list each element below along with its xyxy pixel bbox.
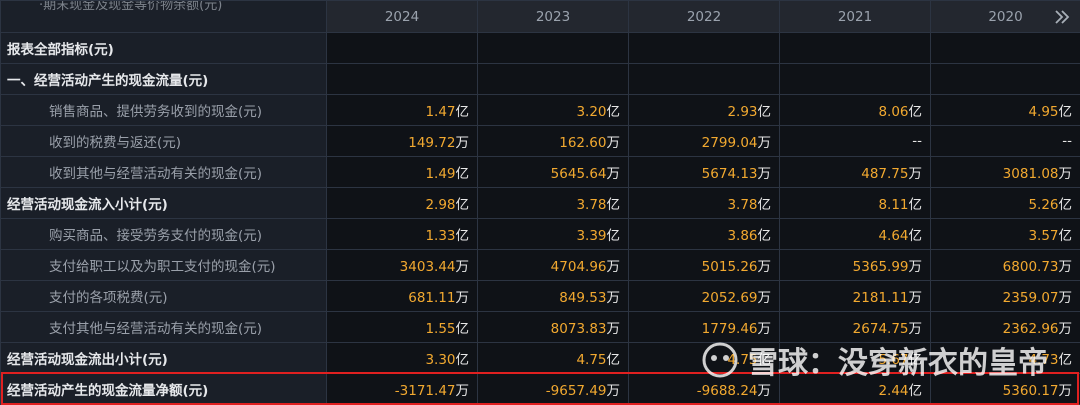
value-cell: 1.55亿 (326, 311, 478, 343)
table-row: 收到其他与经营活动有关的现金(元) 1.49亿 5645.64万 5674.13万 48… (0, 156, 1080, 188)
empty-cell (477, 32, 629, 64)
watermark: 雪球：没穿新衣的皇帝 (700, 338, 1048, 382)
value-cell: 2.93亿 (628, 94, 780, 126)
overflow-label: ·期末现金及现金等价物余额(元) (39, 0, 223, 14)
year-header: 2021 (779, 0, 931, 33)
value-cell: 1.47亿 (326, 94, 478, 126)
value-cell: 3.78亿 (628, 187, 780, 219)
value-cell: 4704.96万 (477, 249, 629, 281)
year-header: 2020 (930, 0, 1080, 33)
empty-cell (779, 63, 931, 95)
empty-cell (930, 32, 1080, 64)
table-row: 一、经营活动产生的现金流量(元) (0, 63, 1080, 95)
row-label: 收到其他与经营活动有关的现金(元) (0, 156, 327, 188)
table-row: 报表全部指标(元) (0, 32, 1080, 64)
row-label: 支付给职工以及为职工支付的现金(元) (0, 249, 327, 281)
table-row: 销售商品、提供劳务收到的现金(元) 1.47亿 3.20亿 2.93亿 8.06亿 4.9… (0, 94, 1080, 126)
empty-cell (628, 63, 780, 95)
value-cell: 2052.69万 (628, 280, 780, 312)
row-label: 购买商品、接受劳务支付的现金(元) (0, 218, 327, 250)
value-cell: 3081.08万 (930, 156, 1080, 188)
empty-cell (477, 63, 629, 95)
header-label-cell: ·期末现金及现金等价物余额(元) (0, 0, 327, 33)
value-cell: 8073.83万 (477, 311, 629, 343)
empty-cell (628, 32, 780, 64)
value-cell: 681.11万 (326, 280, 478, 312)
value-cell: 4.75亿 (477, 342, 629, 374)
value-cell: 149.72万 (326, 125, 478, 157)
value-cell: 2.98亿 (326, 187, 478, 219)
empty-cell (326, 32, 478, 64)
value-cell: 2799.04万 (628, 125, 780, 157)
value-cell: 4.95亿 (930, 94, 1080, 126)
value-cell: 5360.17万 (930, 373, 1080, 405)
header-row: ·期末现金及现金等价物余额(元) 2024 2023 2022 2021 2020 (0, 0, 1080, 33)
watermark-icon (702, 342, 738, 378)
value-cell: 3.57亿 (930, 218, 1080, 250)
value-cell: 487.75万 (779, 156, 931, 188)
value-cell: 3.86亿 (628, 218, 780, 250)
value-cell: 3.30亿 (326, 342, 478, 374)
value-cell: 5.67亿 (779, 342, 931, 374)
value-cell: 1.33亿 (326, 218, 478, 250)
row-label: 报表全部指标(元) (0, 32, 327, 64)
value-cell: 2181.11万 (779, 280, 931, 312)
table-row: 收到的税费与返还(元) 149.72万 162.60万 2799.04万 -- -- (0, 125, 1080, 157)
value-cell: 2359.07万 (930, 280, 1080, 312)
value-cell: 5015.26万 (628, 249, 780, 281)
value-cell: 2674.75万 (779, 311, 931, 343)
row-label: 支付其他与经营活动有关的现金(元) (0, 311, 327, 343)
value-cell: 5645.64万 (477, 156, 629, 188)
value-cell: 8.11亿 (779, 187, 931, 219)
value-cell: -9688.24万 (628, 373, 780, 405)
value-cell: 3.20亿 (477, 94, 629, 126)
value-cell: 8.06亿 (779, 94, 931, 126)
next-arrow[interactable] (1054, 9, 1070, 25)
year-header: 2022 (628, 0, 780, 33)
table-row: 支付其他与经营活动有关的现金(元) 1.55亿 8073.83万 1779.46万 26… (0, 311, 1080, 343)
table-row: 支付的各项税费(元) 681.11万 849.53万 2052.69万 2181.11万… (0, 280, 1080, 312)
year-header: 2023 (477, 0, 629, 33)
value-cell: -9657.49万 (477, 373, 629, 405)
empty-cell (930, 63, 1080, 95)
row-label: 经营活动产生的现金流量净额(元) (0, 373, 327, 405)
value-cell: -- (930, 125, 1080, 157)
empty-cell (779, 32, 931, 64)
value-cell: 4.64亿 (779, 218, 931, 250)
row-label: 支付的各项税费(元) (0, 280, 327, 312)
row-label: 一、经营活动产生的现金流量(元) (0, 63, 327, 95)
value-cell: 3.39亿 (477, 218, 629, 250)
value-cell: 1.49亿 (326, 156, 478, 188)
value-cell: -- (779, 125, 931, 157)
value-cell: 849.53万 (477, 280, 629, 312)
watermark-text: 雪球：没穿新衣的皇帝 (748, 346, 1048, 381)
row-label: 经营活动现金流入小计(元) (0, 187, 327, 219)
value-cell: 5.26亿 (930, 187, 1080, 219)
value-cell: 3.78亿 (477, 187, 629, 219)
empty-cell (326, 63, 478, 95)
row-label: 收到的税费与返还(元) (0, 125, 327, 157)
row-label: 经营活动现金流出小计(元) (0, 342, 327, 374)
value-cell: 6800.73万 (930, 249, 1080, 281)
value-cell: 1779.46万 (628, 311, 780, 343)
year-header: 2024 (326, 0, 478, 33)
value-cell: 3403.44万 (326, 249, 478, 281)
table-row: 经营活动现金流出小计(元) 3.30亿 4.75亿 4.75亿 5.67亿 4.73亿 (0, 342, 1080, 374)
value-cell: 5365.99万 (779, 249, 931, 281)
table-row: 购买商品、接受劳务支付的现金(元) 1.33亿 3.39亿 3.86亿 4.64亿 3.5… (0, 218, 1080, 250)
table-row: 支付给职工以及为职工支付的现金(元) 3403.44万 4704.96万 5015.2… (0, 249, 1080, 281)
table-row: 经营活动现金流入小计(元) 2.98亿 3.78亿 3.78亿 8.11亿 5.26亿 (0, 187, 1080, 219)
table-body: 报表全部指标(元) 一、经营活动产生的现金流量(元) 销售商品、提供劳务收到的现金(… (0, 32, 1080, 405)
value-cell: 5674.13万 (628, 156, 780, 188)
row-label: 销售商品、提供劳务收到的现金(元) (0, 94, 327, 126)
value-cell: 162.60万 (477, 125, 629, 157)
value-cell: -3171.47万 (326, 373, 478, 405)
